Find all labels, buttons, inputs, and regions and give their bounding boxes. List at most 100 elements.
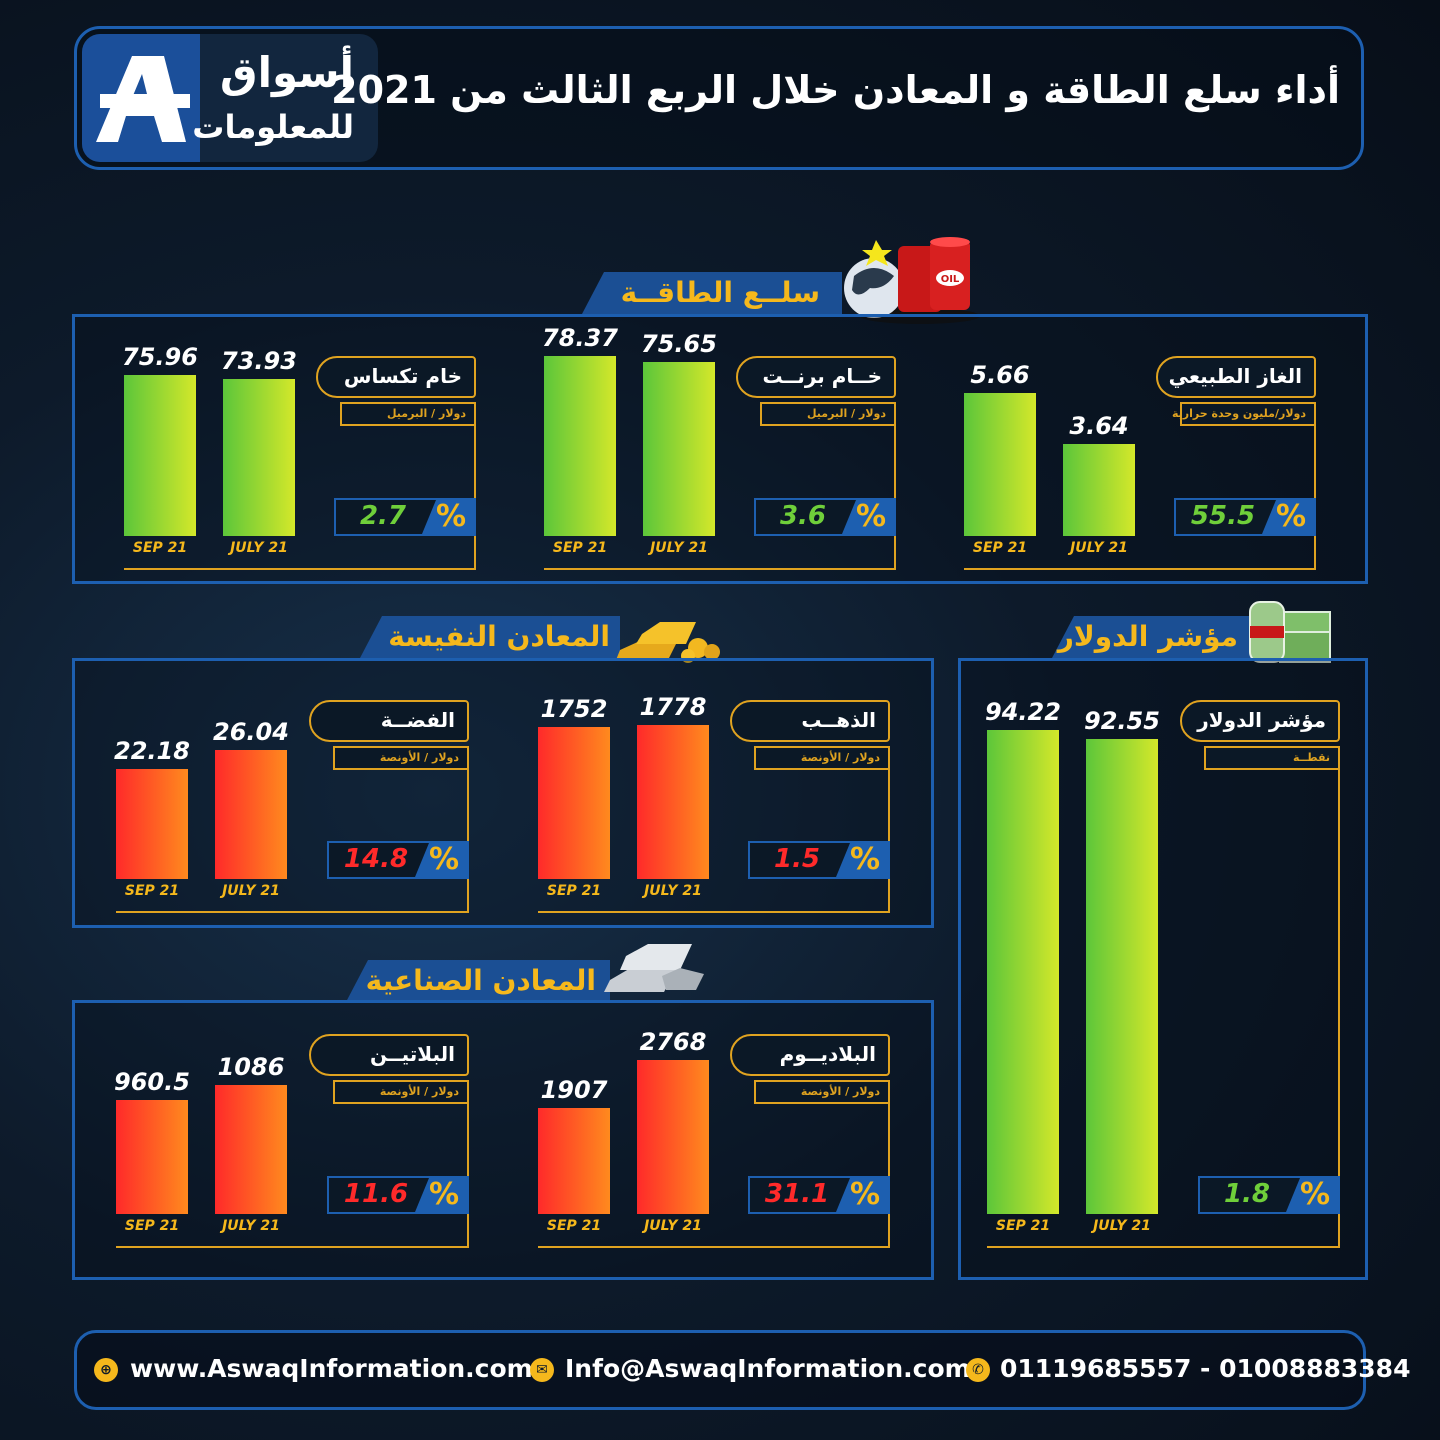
bar-value-label: 75.96 <box>122 343 198 371</box>
footer-email[interactable]: Info@AswaqInformation.com <box>565 1354 971 1383</box>
percent-change-value: 1.5 <box>773 844 821 874</box>
bar-july-21 <box>215 1085 287 1214</box>
chart-title-pill <box>316 356 476 398</box>
chart-title: خــام برنــت <box>762 364 882 388</box>
industrial-banner-title: المعادن الصناعية <box>365 964 596 997</box>
bar-value-label: 1778 <box>639 693 707 721</box>
x-tick-label: JULY 21 <box>650 540 708 556</box>
footer-website[interactable]: www.AswaqInformation.com <box>130 1354 533 1383</box>
chart-title: الفضــة <box>380 708 455 732</box>
unit-box <box>754 746 890 770</box>
chart-title-pill <box>730 700 890 742</box>
bar-value-label: 1086 <box>217 1053 285 1081</box>
unit-label: دولار / البرميل <box>386 407 466 420</box>
percent-change-value: 14.8 <box>343 844 409 874</box>
percent-symbol: % <box>850 842 881 877</box>
gold-bars-icon <box>616 622 720 663</box>
percent-change-value: 1.8 <box>1223 1179 1271 1209</box>
percent-symbol: % <box>1300 1177 1331 1212</box>
bar-july-21 <box>1063 444 1135 536</box>
chart-title: البلاتيــن <box>369 1042 455 1066</box>
bar-value-label: 1907 <box>540 1076 608 1104</box>
industrial-banner <box>346 960 610 1002</box>
bar-value-label: 960.5 <box>114 1068 190 1096</box>
percent-change-box <box>754 498 896 536</box>
unit-box <box>340 402 476 426</box>
energy-banner-title: سلــع الطاقــة <box>620 276 820 309</box>
unit-label: دولار / الأونصة <box>379 751 459 764</box>
logo-line1: أسواق <box>220 48 354 97</box>
bar-july-21 <box>637 725 709 879</box>
unit-box <box>333 1080 469 1104</box>
chart-title-pill <box>309 700 469 742</box>
unit-label: نقطــة <box>1293 751 1330 764</box>
bar-july-21 <box>643 362 715 536</box>
chart-title: البلاديــوم <box>779 1042 876 1066</box>
unit-label: دولار / البرميل <box>806 407 886 420</box>
energy-banner <box>582 272 842 314</box>
percent-symbol: % <box>850 1177 881 1212</box>
money-stack-icon <box>1249 601 1331 663</box>
percent-symbol: % <box>436 499 467 534</box>
percent-symbol: % <box>429 1177 460 1212</box>
chart-frame <box>964 414 1316 570</box>
percent-change-value: 11.6 <box>343 1179 409 1209</box>
bar-value-label: 92.55 <box>1084 707 1160 735</box>
chart-frame <box>538 758 890 913</box>
unit-label: دولار / الأونصة <box>800 751 880 764</box>
x-tick-label: SEP 21 <box>124 1218 180 1234</box>
dollar-banner <box>1052 616 1252 658</box>
x-tick-label: SEP 21 <box>546 883 602 899</box>
bar-sep-21 <box>544 356 616 536</box>
bar-sep-21 <box>987 730 1059 1214</box>
bar-sep-21 <box>124 375 196 536</box>
logo-line2: للمعلومات <box>192 108 354 146</box>
bar-july-21 <box>1086 739 1158 1214</box>
unit-label: دولار / الأونصة <box>379 1085 459 1098</box>
bar-july-21 <box>223 379 295 536</box>
bar-sep-21 <box>116 769 188 879</box>
x-tick-label: JULY 21 <box>644 883 702 899</box>
x-tick-label: SEP 21 <box>995 1218 1051 1234</box>
bar-value-label: 3.64 <box>1069 412 1129 440</box>
chart-title-pill <box>1156 356 1316 398</box>
percent-change-value: 3.6 <box>779 501 827 531</box>
chart-title-pill <box>736 356 896 398</box>
footer-phones: 01119685557 - 01008883384 <box>1000 1354 1411 1383</box>
x-tick-label: JULY 21 <box>222 1218 280 1234</box>
x-tick-label: SEP 21 <box>124 883 180 899</box>
bar-sep-21 <box>116 1100 188 1214</box>
silver-bars-icon <box>604 944 704 992</box>
chart-title-pill <box>730 1034 890 1076</box>
globe-icon: ⊕ <box>94 1358 118 1382</box>
percent-change-box <box>1174 498 1316 536</box>
logo: أسواق للمعلومات <box>82 34 378 162</box>
logo-a-icon <box>96 56 190 142</box>
percent-symbol: % <box>429 842 460 877</box>
bar-value-label: 2768 <box>639 1028 707 1056</box>
dollar-banner-title: مؤشر الدولار <box>1057 620 1238 653</box>
x-tick-label: SEP 21 <box>552 540 608 556</box>
percent-symbol: % <box>1276 499 1307 534</box>
x-tick-label: JULY 21 <box>644 1218 702 1234</box>
bar-value-label: 1752 <box>540 695 608 723</box>
chart-title-pill <box>309 1034 469 1076</box>
unit-box <box>1204 746 1340 770</box>
precious-banner <box>360 616 620 658</box>
chart-frame <box>116 1092 469 1248</box>
unit-box <box>333 746 469 770</box>
bar-sep-21 <box>964 393 1036 536</box>
chart-frame <box>538 1092 890 1248</box>
precious-banner-title: المعادن النفيسة <box>388 620 610 653</box>
chart-frame <box>124 414 476 570</box>
x-tick-label: JULY 21 <box>230 540 288 556</box>
percent-change-box <box>1198 1176 1340 1214</box>
unit-box <box>760 402 896 426</box>
x-tick-label: JULY 21 <box>1070 540 1128 556</box>
bar-value-label: 94.22 <box>985 698 1061 726</box>
logo-mark <box>82 34 200 162</box>
chart-frame <box>116 758 469 913</box>
unit-box <box>1180 402 1316 426</box>
chart-title: خام تكساس <box>343 364 462 388</box>
bar-sep-21 <box>538 1108 610 1214</box>
